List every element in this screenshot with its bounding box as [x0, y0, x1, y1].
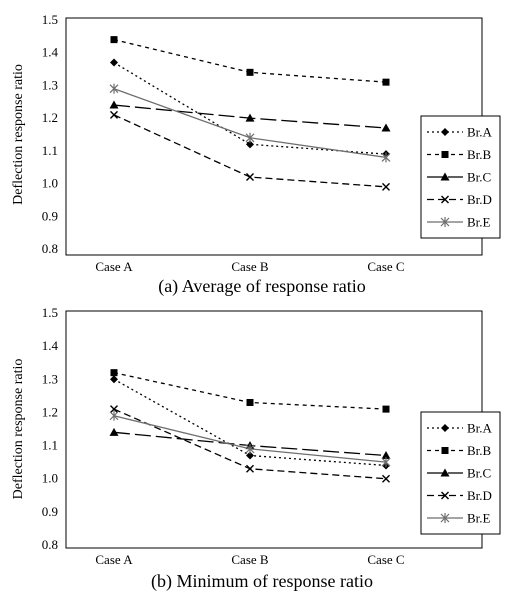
y-tick-label: 1.3: [42, 77, 58, 92]
legend-swatch-marker: [440, 468, 450, 477]
legend-item: Br.E: [427, 215, 491, 230]
data-point: [246, 398, 254, 406]
legend-label: Br.E: [467, 511, 491, 526]
y-tick-label: 1.5: [42, 305, 58, 320]
data-point: [246, 173, 254, 182]
data-point: [110, 405, 118, 414]
x-tick-label: Case A: [95, 259, 133, 274]
data-point: [382, 474, 390, 483]
y-tick-label: 1.0: [42, 471, 58, 486]
legend: Br.A Br.B Br.C Br.D Br.E: [420, 411, 501, 535]
data-point: [246, 464, 254, 473]
x-tick-label: Case A: [95, 552, 133, 567]
legend-swatch-marker: [441, 195, 449, 204]
legend-swatch-marker: [441, 424, 449, 432]
legend-label: Br.D: [467, 192, 492, 207]
data-point: [110, 369, 118, 377]
plot-frame: [65, 310, 483, 549]
legend-label: Br.E: [467, 215, 491, 230]
panel-caption: (a) Average of response ratio: [158, 276, 366, 297]
legend-swatch-marker: [441, 491, 449, 500]
legend-item: Br.D: [427, 488, 492, 503]
data-point: [110, 58, 118, 67]
panel-caption: (b) Minimum of response ratio: [151, 571, 373, 592]
legend: Br.A Br.B Br.C Br.D Br.E: [420, 115, 501, 239]
series-br-d: [110, 405, 390, 483]
legend-item: Br.A: [427, 125, 493, 140]
x-tick-label: Case C: [367, 259, 404, 274]
y-tick-label: 0.9: [42, 504, 58, 519]
legend-item: Br.E: [427, 511, 491, 526]
legend-swatch-marker: [441, 128, 449, 136]
legend-item: Br.C: [427, 466, 491, 481]
legend-swatch-marker: [440, 172, 450, 181]
legend-label: Br.C: [467, 170, 491, 185]
legend-label: Br.B: [467, 443, 492, 458]
y-tick-label: 1.5: [42, 12, 58, 27]
legend-label: Br.A: [467, 125, 493, 140]
data-point: [110, 110, 118, 119]
y-tick-label: 1.4: [42, 338, 59, 353]
data-point: [110, 375, 118, 384]
y-tick-label: 1.1: [42, 143, 58, 158]
legend-label: Br.A: [467, 421, 493, 436]
data-point: [381, 123, 391, 132]
y-tick-label: 1.2: [42, 404, 58, 419]
y-tick-label: 1.3: [42, 371, 58, 386]
data-point: [382, 182, 390, 191]
data-point: [109, 83, 119, 94]
y-axis-label: Deflection response ratio: [11, 64, 26, 205]
legend-swatch-marker: [440, 513, 450, 523]
data-point: [381, 457, 391, 468]
legend-item: Br.B: [427, 147, 492, 162]
series-br-e: [109, 83, 391, 163]
data-point: [110, 36, 118, 44]
legend-label: Br.C: [467, 466, 491, 481]
data-point: [109, 100, 119, 109]
data-point: [246, 140, 254, 149]
chart-panel-a: 0.8 0.9 1.0 1.1 1.2 1.3 1.4 1.5 Deflection respo…: [11, 12, 501, 297]
x-tick-label: Case C: [367, 552, 404, 567]
chart-panel-b: 0.8 0.9 1.0 1.1 1.2 1.3 1.4 1.5 Deflection respo…: [11, 305, 501, 592]
legend-item: Br.A: [427, 421, 493, 436]
y-tick-label: 0.8: [42, 241, 58, 256]
legend-item: Br.D: [427, 192, 492, 207]
y-tick-label: 1.4: [42, 45, 59, 60]
series-br-a: [110, 375, 390, 470]
y-tick-label: 0.8: [42, 537, 58, 552]
data-point: [245, 443, 255, 454]
legend-swatch-marker: [441, 447, 449, 454]
data-point: [382, 405, 390, 413]
series-br-b: [110, 369, 390, 413]
data-point: [246, 451, 254, 460]
series-br-e: [109, 410, 391, 468]
legend-item: Br.B: [427, 443, 492, 458]
data-point: [109, 410, 119, 421]
data-point: [245, 132, 255, 143]
y-tick-label: 0.9: [42, 208, 58, 223]
legend-swatch-marker: [440, 217, 450, 227]
legend-label: Br.D: [467, 488, 492, 503]
legend-label: Br.B: [467, 147, 492, 162]
data-point: [381, 152, 391, 163]
y-axis-label: Deflection response ratio: [11, 359, 26, 500]
legend-swatch-marker: [441, 151, 449, 158]
data-point: [381, 451, 391, 460]
x-tick-label: Case B: [231, 552, 269, 567]
data-point: [382, 78, 390, 86]
y-tick-label: 1.2: [42, 110, 58, 125]
plot-frame: [65, 17, 483, 256]
x-tick-label: Case B: [231, 259, 269, 274]
data-point: [109, 427, 119, 436]
y-tick-label: 1.1: [42, 438, 58, 453]
series-br-c: [109, 100, 391, 132]
series-br-b: [110, 36, 390, 86]
y-tick-label: 1.0: [42, 176, 58, 191]
data-point: [245, 113, 255, 122]
legend-item: Br.C: [427, 170, 491, 185]
data-point: [246, 68, 254, 76]
series-br-d: [110, 110, 390, 191]
